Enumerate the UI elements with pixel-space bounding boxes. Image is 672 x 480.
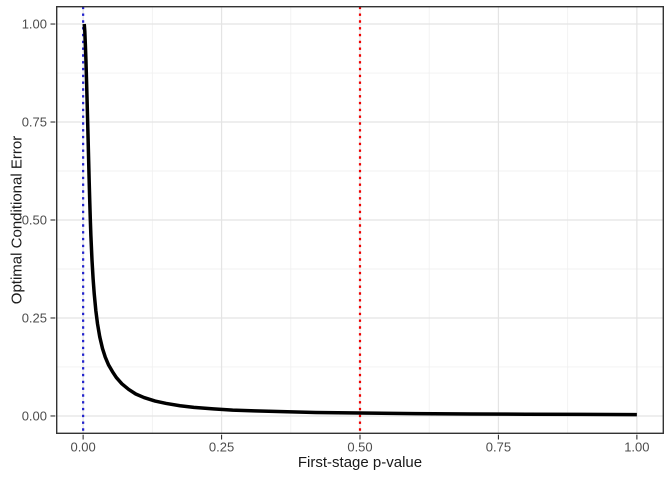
x-tick-label: 0.25 <box>209 440 234 455</box>
y-tick-label: 0.50 <box>22 213 47 228</box>
y-tick-label: 0.25 <box>22 310 47 325</box>
x-tick-label: 1.00 <box>624 440 649 455</box>
x-tick-label: 0.75 <box>486 440 511 455</box>
x-tick-label: 0.50 <box>347 440 372 455</box>
y-tick-label: 1.00 <box>22 17 47 32</box>
y-axis-title: Optimal Conditional Error <box>8 135 26 305</box>
x-tick-label: 0.00 <box>70 440 95 455</box>
optimal-conditional-error-curve <box>82 23 637 417</box>
panel-border <box>56 5 664 435</box>
y-tick-label: 0.00 <box>22 408 47 423</box>
y-tick-label: 0.75 <box>22 115 47 130</box>
x-axis-title: First-stage p-value <box>297 454 423 471</box>
